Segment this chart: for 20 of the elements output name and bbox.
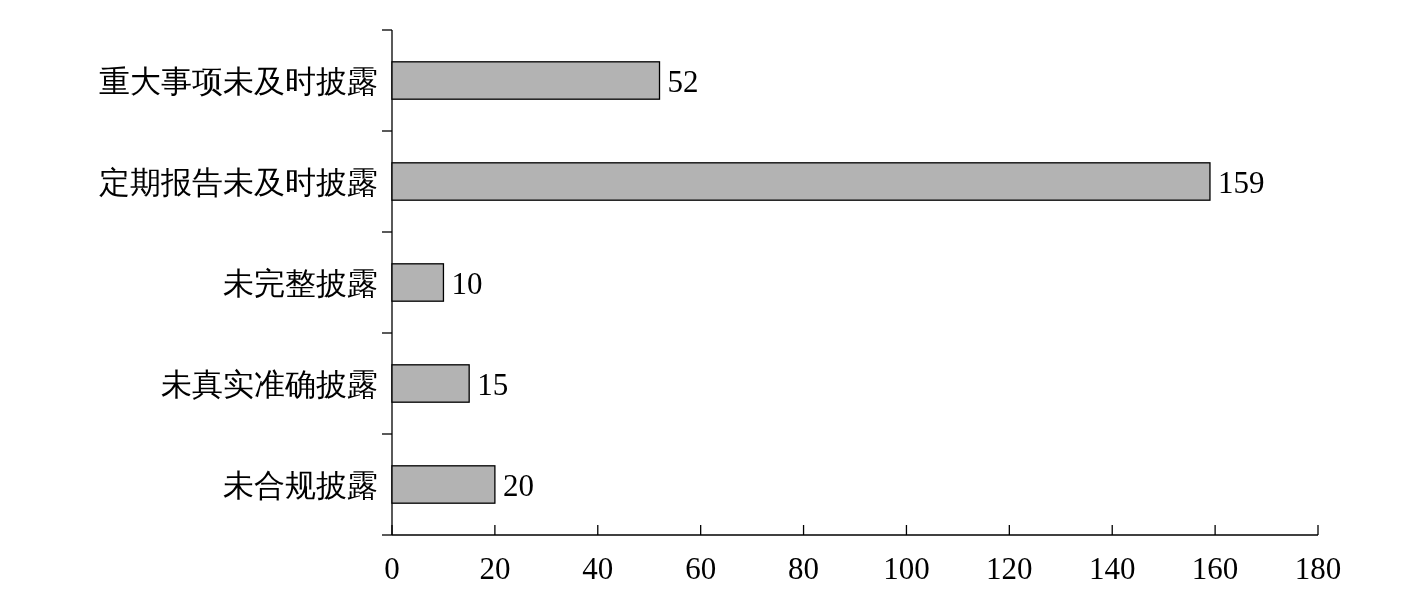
x-tick-label: 0 <box>384 551 400 586</box>
data-label: 159 <box>1217 164 1265 200</box>
y-tick-label: 未真实准确披露 <box>161 366 378 402</box>
x-tick-label: 120 <box>986 551 1033 586</box>
data-label: 10 <box>451 265 483 301</box>
x-tick-label: 100 <box>883 551 930 586</box>
x-tick-label: 80 <box>788 551 820 586</box>
y-tick-label: 重大事项未及时披露 <box>99 63 378 99</box>
data-label: 52 <box>667 63 699 99</box>
y-tick-label: 未合规披露 <box>223 467 378 503</box>
x-tick-label: 20 <box>479 551 511 586</box>
x-tick-label: 40 <box>582 551 614 586</box>
data-label: 15 <box>477 366 509 402</box>
y-tick-label: 未完整披露 <box>223 265 378 301</box>
x-tick-label: 180 <box>1294 551 1342 586</box>
x-tick-label: 60 <box>685 551 717 586</box>
x-tick-label: 140 <box>1088 551 1136 586</box>
y-tick-label: 定期报告未及时披露 <box>99 164 378 200</box>
data-label: 20 <box>502 467 534 503</box>
x-tick-label: 160 <box>1191 551 1239 586</box>
